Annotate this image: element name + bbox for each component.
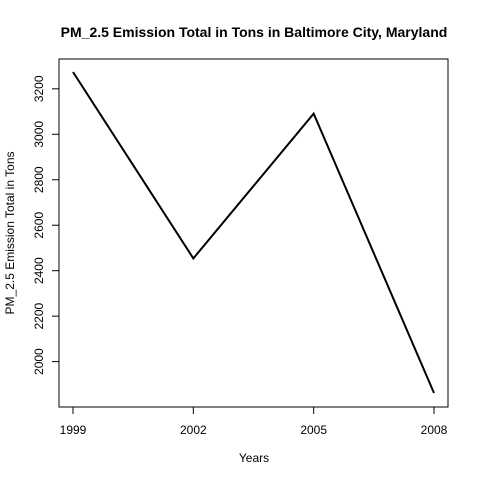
chart-title: PM_2.5 Emission Total in Tons in Baltimo… — [61, 24, 448, 40]
y-tick-label: 3200 — [32, 75, 46, 102]
y-tick-label: 2400 — [32, 257, 46, 284]
y-tick-label: 2800 — [32, 166, 46, 193]
x-tick-label: 1999 — [60, 423, 87, 437]
y-axis: 2000 2200 2400 2600 2800 3000 3200 — [32, 75, 60, 375]
x-tick-label: 2005 — [300, 423, 327, 437]
series-line — [72, 71, 435, 394]
y-tick-label: 2600 — [32, 212, 46, 239]
y-tick-label: 2000 — [32, 348, 46, 375]
x-axis: 1999 2002 2005 2008 — [60, 406, 448, 437]
y-axis-label: PM_2.5 Emission Total in Tons — [3, 152, 17, 315]
x-tick-label: 2008 — [421, 423, 448, 437]
y-tick-label: 3000 — [32, 121, 46, 148]
plot-frame — [58, 58, 449, 408]
x-tick-label: 2002 — [180, 423, 207, 437]
y-tick-label: 2200 — [32, 302, 46, 329]
x-axis-label: Years — [239, 451, 269, 465]
series-layer — [72, 71, 435, 394]
